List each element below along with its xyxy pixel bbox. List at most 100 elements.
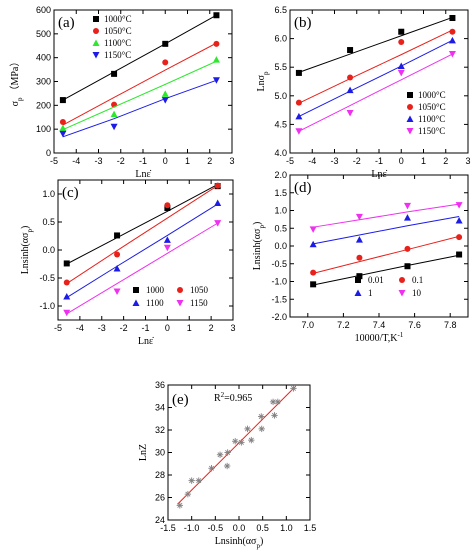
- data-point: [449, 15, 456, 22]
- fit-line: [298, 53, 453, 132]
- y-tick-label: 1.0: [274, 206, 287, 216]
- y-tick-label: 1.5: [274, 188, 287, 198]
- x-tick-label: -2: [353, 156, 361, 166]
- fit-line: [313, 235, 460, 274]
- legend-label: 1150°C: [418, 126, 445, 136]
- x-tick-label: -1: [375, 156, 383, 166]
- data-point: [113, 288, 121, 295]
- series-a-1: [59, 40, 220, 126]
- data-point: [162, 40, 169, 47]
- y-tick-label: 600: [36, 5, 51, 15]
- data-point: [274, 398, 282, 406]
- legend: 1000°C 1050°C 1100°C 1150°C: [92, 14, 132, 60]
- data-point: [356, 273, 363, 280]
- data-point: [244, 425, 251, 433]
- data-point: [162, 59, 169, 66]
- fit-line: [313, 216, 460, 245]
- y-axis-label: Lnsinh(ασp): [252, 222, 266, 271]
- y-axis-label: Lnσp: [256, 71, 270, 92]
- data-point: [455, 202, 463, 209]
- data-point: [448, 36, 456, 44]
- data-point: [248, 436, 255, 444]
- x-tick-label: 2: [207, 156, 212, 166]
- data-point: [355, 236, 363, 243]
- data-point: [309, 226, 317, 233]
- data-point: [397, 62, 405, 70]
- data-point: [208, 465, 215, 472]
- y-tick-label: -1.0: [39, 301, 55, 311]
- plot-frame: [289, 174, 469, 318]
- data-point: [238, 439, 245, 446]
- series-b-1: [295, 28, 456, 106]
- y-tick-label: 0: [46, 148, 51, 158]
- data-point: [355, 213, 363, 221]
- data-point: [223, 462, 231, 470]
- data-point: [258, 413, 265, 420]
- data-point: [195, 477, 202, 484]
- y-tick-label: 200: [36, 100, 51, 110]
- legend-label: 1150: [190, 298, 208, 308]
- legend-marker: [355, 277, 361, 283]
- y-tick-label: 0.0: [42, 245, 55, 255]
- y-tick-label: 32: [155, 425, 165, 435]
- legend-label: 1000°C: [418, 90, 446, 100]
- y-tick-label: -0.5: [271, 259, 287, 269]
- x-tick-label: 3: [465, 156, 470, 166]
- y-axis-label: Lnsinh(ασp): [20, 226, 34, 275]
- panel-label: (b): [294, 15, 312, 31]
- series-d-2: [309, 214, 463, 248]
- data-point: [346, 109, 354, 117]
- y-tick-label: 4.5: [274, 119, 287, 129]
- data-point: [397, 69, 405, 77]
- y-tick-label: 6.0: [274, 34, 287, 44]
- x-tick-label: -0.5: [208, 523, 224, 533]
- data-point: [110, 110, 118, 118]
- y-tick-label: -1.5: [271, 294, 287, 304]
- y-tick-label: 4.0: [274, 148, 287, 158]
- data-point: [258, 425, 265, 433]
- data-point: [213, 12, 220, 19]
- x-tick-label: -2: [120, 323, 128, 333]
- legend: 0.01 0.1 1 10: [354, 275, 423, 298]
- data-point: [449, 28, 456, 35]
- data-point: [110, 123, 118, 131]
- x-tick-label: -1: [141, 323, 149, 333]
- fit-line: [298, 39, 453, 117]
- legend-label: 1100: [146, 298, 164, 308]
- data-point: [114, 251, 121, 258]
- data-point: [455, 216, 463, 224]
- y-tick-label: 36: [155, 380, 165, 390]
- data-point: [456, 251, 463, 258]
- data-point: [224, 449, 231, 456]
- y-axis-label: LnZ: [138, 444, 149, 461]
- x-tick-label: 7.4: [373, 320, 386, 330]
- data-point: [188, 477, 195, 484]
- x-tick-label: 3: [230, 323, 235, 333]
- legend-marker: [407, 104, 413, 110]
- data-point: [216, 451, 224, 458]
- series-c-1: [63, 182, 221, 286]
- series-b-0: [295, 15, 456, 76]
- data-point: [456, 234, 463, 241]
- data-point: [232, 438, 239, 445]
- y-tick-label: 34: [155, 403, 165, 413]
- x-tick-label: -2: [117, 156, 125, 166]
- data-point: [63, 309, 71, 317]
- fit-line: [62, 60, 217, 131]
- x-tick-label: 1.5: [304, 523, 317, 533]
- data-point: [176, 502, 184, 509]
- data-point: [403, 202, 411, 210]
- legend-label: 1000: [146, 285, 165, 295]
- data-point: [161, 90, 169, 97]
- x-tick-label: 2: [209, 323, 214, 333]
- data-point: [403, 214, 411, 221]
- data-point: [113, 264, 121, 272]
- data-point: [59, 119, 66, 126]
- data-point: [59, 124, 67, 131]
- data-point: [184, 490, 192, 498]
- fit-line: [62, 79, 217, 138]
- chart-panel-e: -1.5 -1.0 -0.5 0.0 0.5 1.0 1.5 24 26 28 30 32 34 36 (e…: [138, 380, 316, 550]
- x-tick-label: -4: [72, 156, 80, 166]
- series-c-2: [63, 199, 222, 300]
- x-tick-label: 0: [399, 156, 404, 166]
